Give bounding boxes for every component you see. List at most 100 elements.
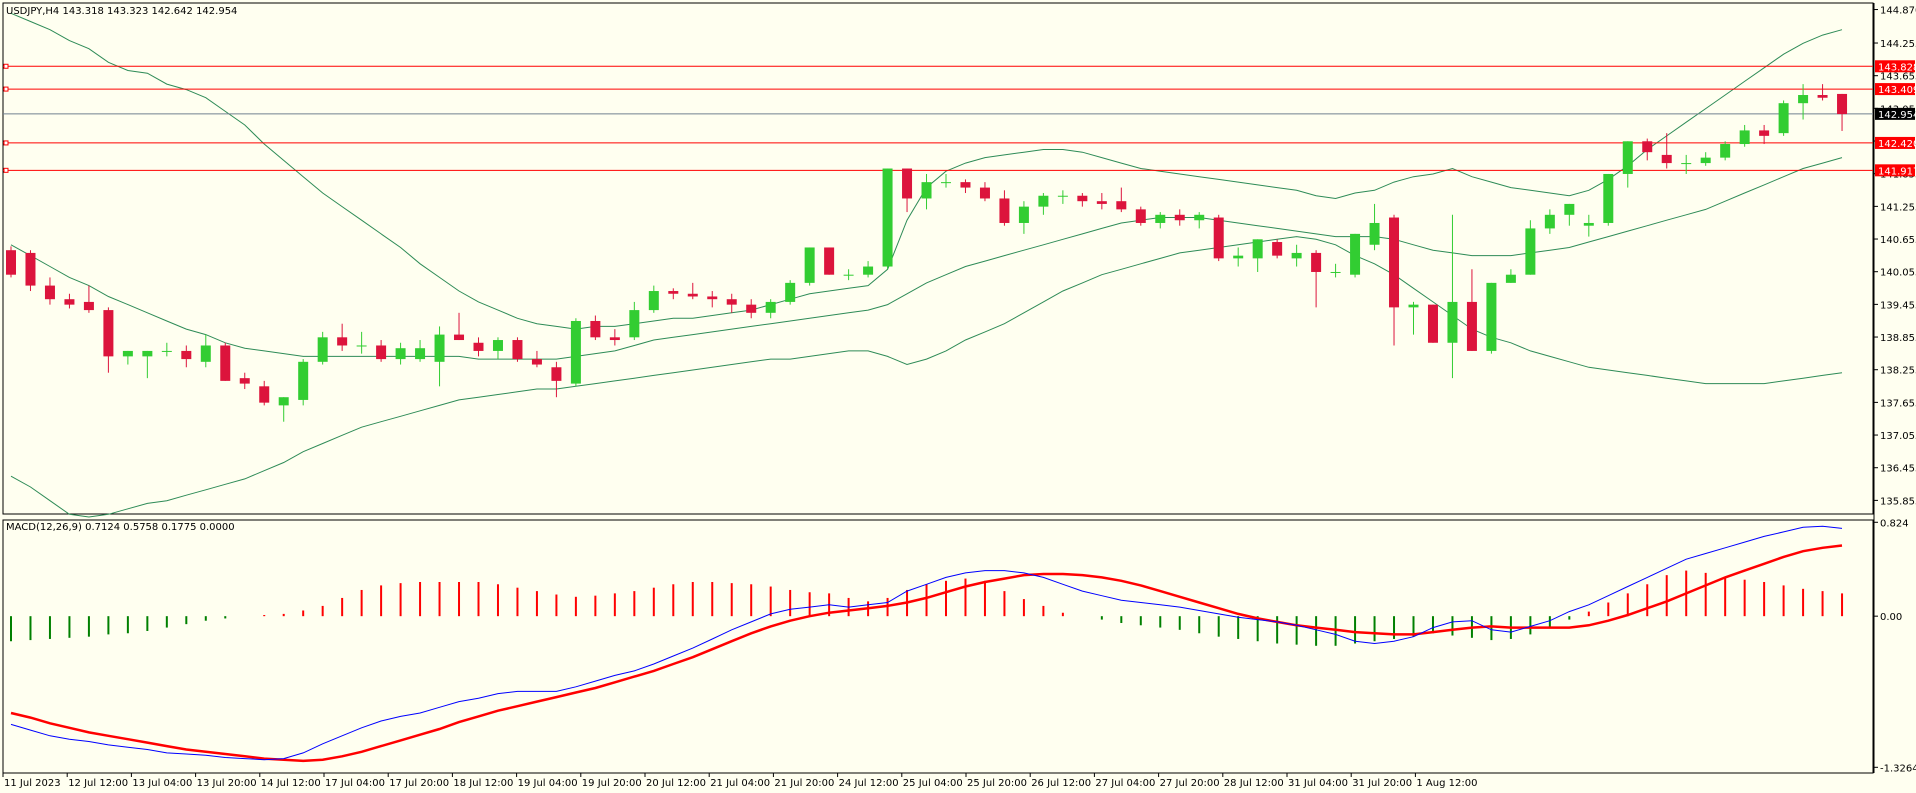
- bear-candle: [181, 350, 192, 360]
- bull-candle: [921, 182, 932, 199]
- price-tick-label: 138.855: [1880, 333, 1916, 344]
- bull-candle: [492, 340, 503, 351]
- time-tick-label: 25 Jul 20:00: [967, 778, 1027, 789]
- bear-candle: [1817, 95, 1828, 98]
- price-tick-label: 144.870: [1880, 6, 1916, 17]
- symbol-readout: USDJPY,H4 143.318 143.323 142.642 142.95…: [6, 6, 237, 17]
- macd-pane[interactable]: [2, 519, 1874, 774]
- bear-candle: [239, 378, 250, 384]
- price-tick-label: 140.055: [1880, 268, 1916, 279]
- time-tick-label: 31 Jul 04:00: [1288, 778, 1348, 789]
- bear-candle: [1466, 301, 1477, 351]
- bollinger-middle-band: [10, 157, 1843, 360]
- bear-candle: [1759, 130, 1770, 136]
- bear-candle: [1642, 141, 1653, 153]
- macd-pane-frame: [2, 519, 1874, 774]
- level-price-label: 143.409: [1878, 85, 1916, 96]
- bull-candle: [122, 350, 133, 357]
- bull-candle: [415, 348, 426, 360]
- time-tick-label: 17 Jul 20:00: [389, 778, 449, 789]
- bull-candle: [1057, 195, 1068, 197]
- price-tick-label: 139.455: [1880, 300, 1916, 311]
- time-tick-label: 14 Jul 12:00: [261, 778, 321, 789]
- bull-candle: [1291, 252, 1302, 259]
- level-price-tag: [1875, 164, 1915, 177]
- bull-candle: [1350, 233, 1361, 275]
- bull-candle: [785, 282, 796, 302]
- bull-candle: [298, 361, 309, 400]
- bear-candle: [1661, 154, 1672, 164]
- time-tick-label: 26 Jul 12:00: [1031, 778, 1091, 789]
- bull-candle: [882, 168, 893, 267]
- bull-candle: [804, 247, 815, 283]
- time-tick-label: 19 Jul 04:00: [518, 778, 578, 789]
- bull-candle: [356, 345, 367, 347]
- level-anchor-handle[interactable]: [3, 63, 9, 69]
- bear-candle: [337, 337, 348, 346]
- bear-candle: [1427, 304, 1438, 343]
- price-tick-label: 141.255: [1880, 202, 1916, 213]
- bull-candle: [1798, 95, 1809, 104]
- price-tick-label: 136.455: [1880, 464, 1916, 475]
- time-tick-label: 27 Jul 04:00: [1095, 778, 1155, 789]
- level-price-label: 142.420: [1878, 139, 1916, 150]
- price-tick-label: 137.055: [1880, 431, 1916, 442]
- bid-price-tag: [1875, 107, 1915, 120]
- level-anchor-handle[interactable]: [3, 140, 9, 146]
- bear-candle: [1116, 201, 1127, 210]
- bull-candle: [278, 397, 289, 406]
- bear-candle: [551, 367, 562, 381]
- bear-candle: [44, 285, 55, 300]
- bull-candle: [648, 291, 659, 311]
- time-tick-label: 1 Aug 12:00: [1416, 778, 1477, 789]
- bull-candle: [1155, 214, 1166, 223]
- macd-tick-label: 0.00: [1880, 612, 1902, 623]
- level-price-tag: [1875, 83, 1915, 96]
- bear-candle: [1213, 217, 1224, 259]
- bull-candle: [1622, 141, 1633, 174]
- bear-candle: [1077, 195, 1088, 202]
- bear-candle: [83, 301, 94, 311]
- bull-candle: [1681, 163, 1692, 165]
- bear-candle: [531, 359, 542, 365]
- bull-candle: [1505, 274, 1516, 283]
- bull-candle: [843, 274, 854, 276]
- bull-candle: [941, 182, 951, 184]
- bear-candle: [687, 293, 698, 297]
- bear-candle: [999, 198, 1010, 223]
- time-tick-label: 24 Jul 12:00: [839, 778, 899, 789]
- price-tick-label: 135.855: [1880, 496, 1916, 507]
- level-price-tag: [1875, 60, 1915, 73]
- level-anchor-handle[interactable]: [3, 86, 9, 92]
- bear-candle: [1837, 93, 1848, 115]
- level-price-tag: [1875, 136, 1915, 149]
- price-pane[interactable]: [2, 2, 1874, 518]
- bull-candle: [1194, 214, 1205, 221]
- price-tick-label: 140.655: [1880, 235, 1916, 246]
- level-anchor-handle[interactable]: [3, 167, 9, 173]
- price-pane-frame: [2, 2, 1874, 515]
- bear-candle: [1135, 209, 1146, 223]
- macd-main-line: [10, 525, 1843, 761]
- bull-candle: [1447, 301, 1458, 343]
- bull-candle: [1408, 304, 1419, 308]
- bear-candle: [746, 304, 757, 313]
- macd-tick-label: -1.3264: [1880, 763, 1916, 774]
- bull-candle: [1603, 173, 1614, 223]
- bull-candle: [1525, 228, 1536, 275]
- time-tick-label: 13 Jul 20:00: [197, 778, 257, 789]
- bear-candle: [668, 291, 679, 294]
- bull-candle: [161, 350, 172, 352]
- bear-candle: [454, 334, 465, 341]
- bull-candle: [1233, 255, 1244, 259]
- level-price-label: 141.917: [1878, 166, 1916, 177]
- time-tick-label: 12 Jul 12:00: [68, 778, 128, 789]
- price-tick-label: 138.255: [1880, 366, 1916, 377]
- bull-candle: [863, 266, 874, 275]
- price-tick-label: 144.255: [1880, 39, 1916, 50]
- bull-candle: [1369, 222, 1380, 245]
- bear-candle: [220, 345, 231, 381]
- bull-candle: [1583, 222, 1594, 226]
